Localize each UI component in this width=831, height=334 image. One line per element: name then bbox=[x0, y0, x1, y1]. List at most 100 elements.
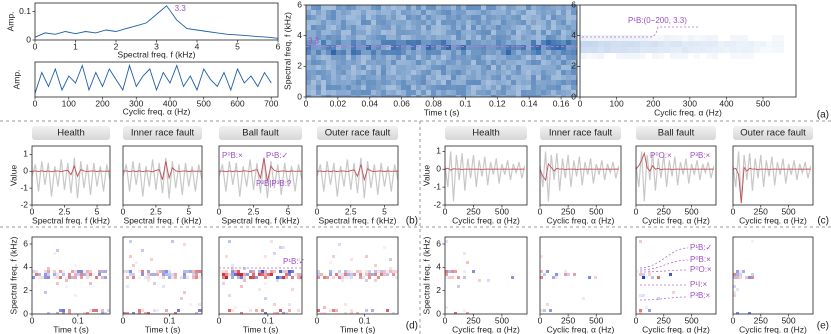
heatmap-cell bbox=[491, 90, 496, 95]
heatmap-cell bbox=[243, 267, 246, 270]
heatmap-cell bbox=[436, 45, 441, 50]
heatmap-cell bbox=[426, 90, 431, 95]
heatmap-cell bbox=[576, 50, 577, 55]
heatmap-cell bbox=[536, 40, 541, 45]
heatmap-cell bbox=[576, 15, 577, 20]
heatmap-cell bbox=[371, 10, 376, 15]
heatmap-cell bbox=[326, 25, 331, 30]
heatmap-cell bbox=[441, 85, 446, 90]
heatmap-cell bbox=[718, 47, 724, 53]
heatmap-cell bbox=[336, 90, 341, 95]
heatmap-cell bbox=[411, 80, 416, 85]
heatmap-cell bbox=[451, 70, 456, 75]
heatmap-cell bbox=[446, 45, 451, 50]
heatmap-cell bbox=[476, 80, 481, 85]
heatmap-cell bbox=[580, 53, 586, 59]
heatmap-cell bbox=[421, 90, 426, 95]
heatmap-cell bbox=[86, 273, 89, 276]
heatmap-cell bbox=[466, 20, 471, 25]
heatmap-cell bbox=[101, 312, 104, 314]
heatmap-cell bbox=[401, 50, 406, 55]
heatmap-cell bbox=[446, 50, 451, 55]
heatmap-cell bbox=[376, 90, 381, 95]
heatmap-cell bbox=[521, 25, 526, 30]
heatmap-cell bbox=[411, 40, 416, 45]
heatmap-cell bbox=[104, 270, 107, 273]
heatmap-cell bbox=[421, 75, 426, 80]
heatmap-cell bbox=[391, 80, 396, 85]
annotation: P²B|P³B:? bbox=[256, 179, 292, 188]
heatmap-cell bbox=[471, 55, 476, 60]
heatmap-cell bbox=[391, 75, 396, 80]
heatmap-cell bbox=[566, 95, 571, 97]
heatmap-cell bbox=[321, 40, 326, 45]
heatmap-cell bbox=[541, 70, 546, 75]
x-axis-label: Spectral freq. f (kHz) bbox=[118, 49, 196, 59]
heatmap-cell bbox=[551, 55, 556, 60]
heatmap-cell bbox=[571, 40, 576, 45]
heatmap-cell bbox=[736, 41, 742, 47]
heatmap-cell bbox=[730, 47, 736, 53]
y-tick-label: 6 bbox=[297, 0, 302, 9]
heatmap-cell bbox=[546, 65, 551, 70]
heatmap-cell bbox=[478, 279, 481, 282]
x-tick-label: 500 bbox=[684, 206, 698, 216]
heatmap-cell bbox=[531, 25, 536, 30]
heatmap-cell bbox=[41, 276, 44, 279]
heatmap-cell bbox=[556, 25, 561, 30]
heatmap-cell bbox=[610, 41, 616, 47]
heatmap-cell bbox=[336, 65, 341, 70]
heatmap-cell bbox=[346, 15, 351, 20]
heatmap-cell bbox=[261, 270, 264, 273]
heatmap-cell bbox=[546, 5, 551, 10]
heatmap-cell bbox=[331, 70, 336, 75]
heatmap-cell bbox=[506, 65, 511, 70]
x-axis-label: Spectral freq. f (kHz) bbox=[32, 215, 110, 225]
heatmap-cell bbox=[386, 65, 391, 70]
heatmap-cell bbox=[341, 15, 346, 20]
heatmap-cell bbox=[346, 85, 351, 90]
x-tick-label: 0 bbox=[538, 206, 543, 216]
heatmap-cell bbox=[321, 30, 326, 35]
heatmap-cell bbox=[381, 55, 386, 60]
heatmap-cell bbox=[396, 25, 401, 30]
heatmap-cell bbox=[476, 70, 481, 75]
heatmap-cell bbox=[576, 45, 577, 50]
heatmap-cell bbox=[496, 40, 501, 45]
heatmap-cell bbox=[526, 75, 531, 80]
heatmap-cell bbox=[243, 279, 246, 282]
heatmap-cell bbox=[361, 25, 366, 30]
heatmap-cell bbox=[168, 270, 171, 273]
heatmap-cell bbox=[317, 273, 320, 276]
heatmap-cell bbox=[231, 309, 234, 312]
heatmap-cell bbox=[556, 50, 561, 55]
heatmap-cell bbox=[463, 276, 466, 279]
heatmap-cell bbox=[456, 25, 461, 30]
heatmap-cell bbox=[516, 5, 521, 10]
heatmap-cell bbox=[594, 276, 597, 279]
heatmap-cell bbox=[222, 282, 225, 285]
heatmap-cell bbox=[65, 285, 68, 288]
heatmap-cell bbox=[80, 273, 83, 276]
heatmap-cell bbox=[356, 50, 361, 55]
heatmap-cell bbox=[652, 47, 658, 53]
heatmap-cell bbox=[341, 30, 346, 35]
x-tick-label: 1 bbox=[73, 41, 78, 51]
panel-title-box bbox=[32, 126, 110, 140]
heatmap-cell bbox=[491, 80, 496, 85]
heatmap-cell bbox=[326, 50, 331, 55]
heatmap-cell bbox=[456, 45, 461, 50]
heatmap-cell bbox=[396, 30, 401, 35]
heatmap-cell bbox=[366, 75, 371, 80]
heatmap-cell bbox=[416, 35, 421, 40]
heatmap-cell bbox=[321, 45, 326, 50]
heatmap-cell bbox=[526, 40, 531, 45]
heatmap-cell bbox=[311, 85, 316, 90]
heatmap-cell bbox=[258, 273, 261, 276]
heatmap-cell bbox=[441, 30, 446, 35]
heatmap-cell bbox=[326, 70, 331, 75]
heatmap-cell bbox=[396, 10, 401, 15]
heatmap-cell bbox=[311, 95, 316, 97]
heatmap-cell bbox=[62, 312, 65, 314]
x-tick-label: 250 bbox=[657, 206, 671, 216]
